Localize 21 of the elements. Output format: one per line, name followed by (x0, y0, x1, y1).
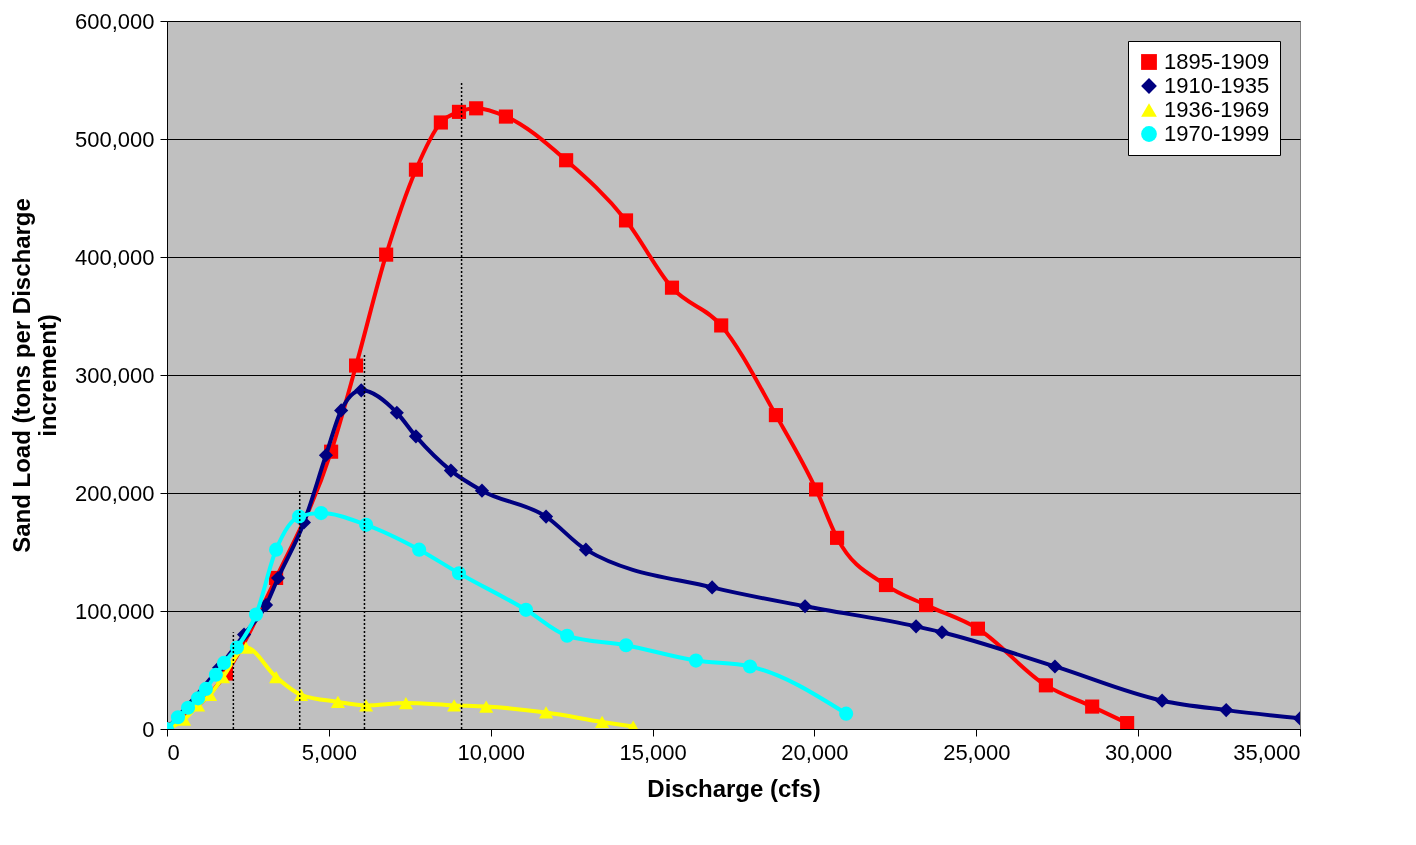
x-tick-label: 35,000 (1233, 739, 1301, 765)
y-tick-label: 300,000 (74, 362, 155, 388)
y-tick-label: 0 (142, 716, 155, 742)
x-tick-label: 15,000 (619, 739, 687, 765)
x-tick-label: 25,000 (943, 739, 1011, 765)
y-tick-label: 600,000 (74, 8, 155, 34)
x-tick-label: 10,000 (457, 739, 525, 765)
x-tick-label: 20,000 (781, 739, 849, 765)
legend-label: 1895-1909 (1164, 49, 1270, 74)
y-tick-label: 400,000 (74, 244, 155, 270)
legend-label: 1910-1935 (1164, 73, 1270, 98)
y-axis-title: Sand Load (tons per Discharge increment) (7, 198, 61, 553)
y-tick-label: 100,000 (74, 598, 155, 624)
x-axis-title: Discharge (cfs) (647, 774, 821, 802)
x-tick-label: 30,000 (1104, 739, 1173, 765)
legend-label: 1936-1969 (1164, 97, 1270, 122)
x-tick-label: 5,000 (301, 739, 357, 765)
legend-label: 1970-1999 (1164, 121, 1270, 146)
x-tick-label: 0 (167, 739, 180, 765)
y-tick-label: 200,000 (74, 480, 155, 506)
y-tick-label: 500,000 (74, 126, 155, 152)
